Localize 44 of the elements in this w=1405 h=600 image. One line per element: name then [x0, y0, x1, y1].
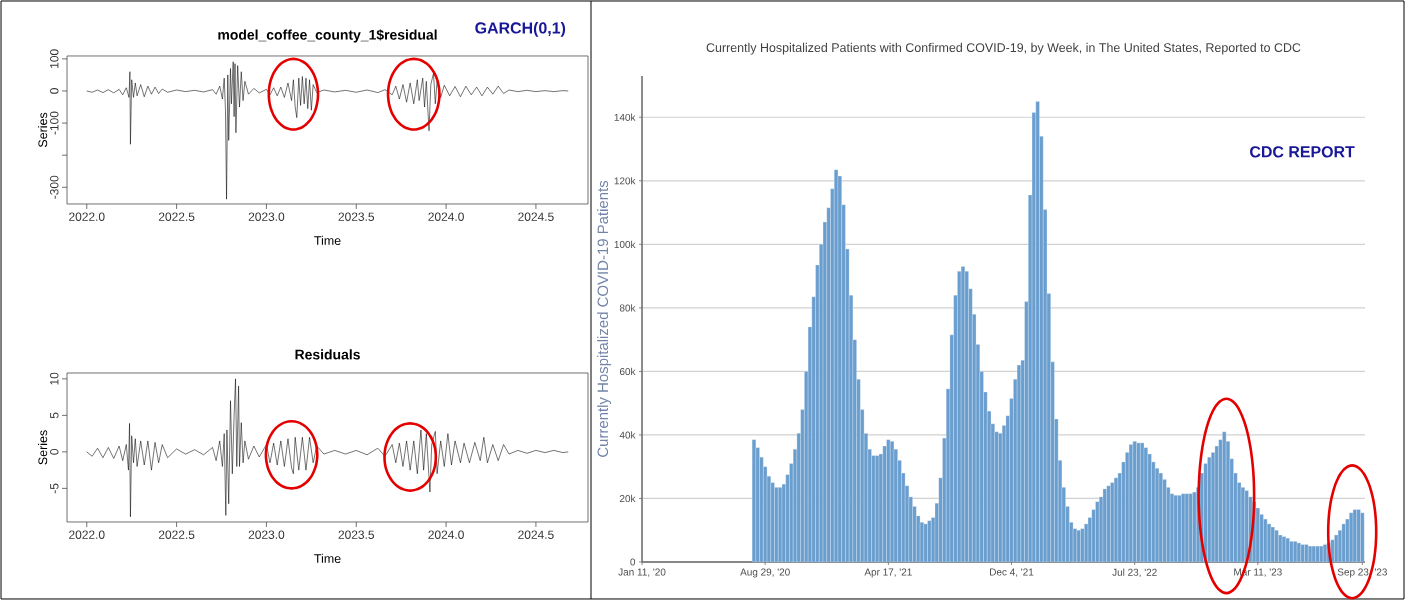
x-tick-label: 2024.5 [518, 212, 554, 221]
x-tick-label: Dec 4, '21 [990, 568, 1034, 577]
chart-title: Residuals [295, 349, 360, 360]
x-tick-label: 2022.5 [158, 530, 195, 539]
y-axis-title: Series [38, 430, 48, 465]
x-tick-label: 2022.5 [158, 212, 195, 221]
x-tick-label: 2023.0 [248, 530, 285, 539]
x-tick-label: 2024.5 [518, 530, 554, 539]
x-tick-label: 2023.5 [338, 530, 375, 539]
y-tick-label: -100 [50, 111, 59, 135]
y-tick-label: 60k [619, 367, 636, 376]
x-tick-label: Jan 11, '20 [618, 568, 666, 577]
x-tick-label: Apr 17, '21 [864, 568, 912, 578]
y-tick-label: 100 [50, 49, 59, 68]
x-tick-label: 2022.0 [69, 212, 105, 221]
y-tick-label: 140k [614, 113, 636, 121]
y-tick-label: 80k [619, 304, 636, 312]
y-tick-label: 10 [50, 372, 59, 385]
x-tick-label: 2022.0 [69, 530, 105, 539]
y-tick-label: 40k [619, 431, 636, 439]
y-tick-label: 100k [614, 240, 636, 248]
y-tick-label: 20k [619, 494, 636, 503]
x-tick-label: Aug 29, '20 [740, 568, 790, 578]
y-axis-title: Series [38, 112, 48, 148]
y-tick-label: -5 [50, 483, 59, 494]
x-tick-label: 2023.5 [338, 212, 375, 221]
annotation: CDC REPORT [1250, 146, 1355, 158]
x-axis-title: Time [314, 235, 341, 245]
y-tick-label: 0 [50, 449, 59, 455]
y-axis-title: Currently Hospitalized COVID-19 Patients [597, 180, 612, 457]
x-tick-label: Jul 23, '22 [1112, 568, 1157, 577]
y-tick-label: 0 [630, 558, 636, 566]
chart-title: Currently Hospitalized Patients with Confirmed COVID-19, by Week, in The United States, Reported to CDC [706, 42, 1301, 55]
x-tick-label: Sep 23, '23 [1337, 568, 1387, 578]
y-tick-label: 120k [614, 177, 636, 185]
y-tick-label: -300 [50, 175, 59, 199]
x-tick-label: 2024.0 [428, 212, 464, 221]
x-tick-label: 2023.0 [248, 212, 285, 221]
text: GARCH(0,1) [475, 21, 566, 37]
y-tick-label: 5 [50, 412, 59, 419]
x-axis-title: Time [314, 553, 341, 563]
y-tick-label: 0 [50, 88, 59, 94]
x-tick-label: 2024.0 [428, 530, 464, 539]
chart-title: model_coffee_county_1$residual [218, 29, 437, 43]
